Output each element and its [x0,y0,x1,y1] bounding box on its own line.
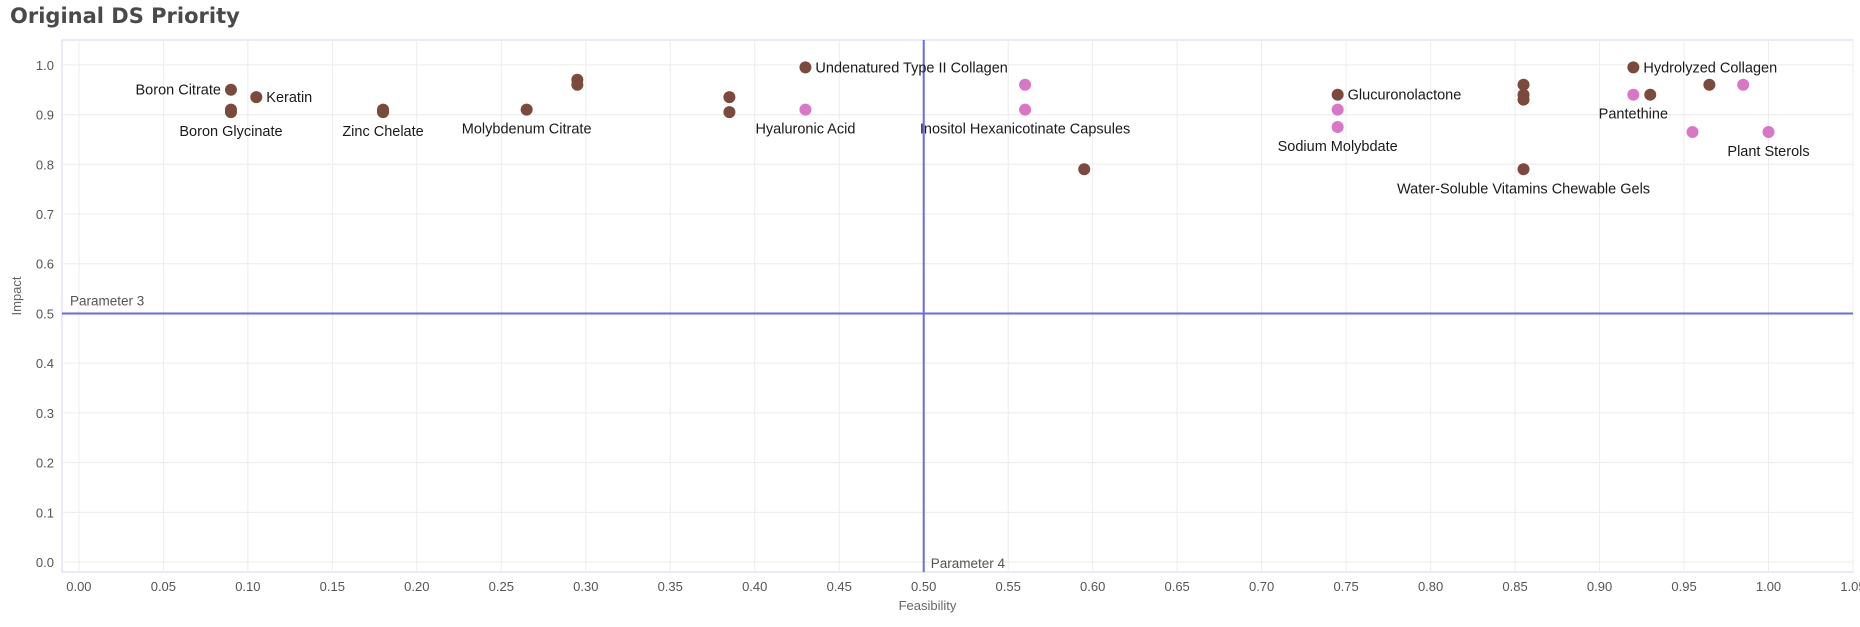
x-tick-label: 0.45 [827,579,852,594]
data-point-label: Inositol Hexanicotinate Capsules [920,122,1130,138]
x-tick-label: 0.00 [66,579,91,594]
data-point [571,78,584,91]
x-tick-label: 0.85 [1502,579,1527,594]
x-tick-label: 0.30 [573,579,598,594]
x-tick-label: 0.55 [996,579,1021,594]
data-point [224,83,237,96]
x-tick-label: 1.00 [1756,579,1781,594]
data-point [723,106,736,119]
reference-label-vertical: Parameter 4 [931,556,1006,571]
y-tick-label: 0.1 [36,505,54,520]
data-point [1686,125,1699,138]
data-point [723,91,736,104]
data-point [1627,88,1640,101]
x-tick-label: 0.50 [911,579,936,594]
y-tick-label: 0.2 [36,456,54,471]
data-point [250,91,263,104]
x-tick-label: 0.05 [151,579,176,594]
y-tick-label: 0.0 [36,555,54,570]
x-tick-label: 0.40 [742,579,767,594]
data-point-label: Boron Citrate [136,83,221,99]
data-point [1331,121,1344,134]
x-tick-label: 0.25 [489,579,514,594]
x-tick-label: 0.90 [1587,579,1612,594]
data-point-label: Hydrolyzed Collagen [1643,60,1777,76]
x-tick-label: 0.60 [1080,579,1105,594]
x-tick-label: 0.15 [320,579,345,594]
x-axis-title: Feasibility [899,598,957,613]
y-tick-label: 0.5 [36,306,54,321]
x-tick-label: 0.35 [658,579,683,594]
y-tick-label: 0.8 [36,157,54,172]
data-point-label: Molybdenum Citrate [462,122,592,138]
data-point [1627,61,1640,74]
data-point [1078,163,1091,176]
data-point [1019,78,1032,91]
data-point [1331,103,1344,116]
x-tick-label: 0.10 [235,579,260,594]
y-tick-label: 0.6 [36,257,54,272]
plot-frame [61,39,1854,573]
data-point [1517,78,1530,91]
data-point [1703,78,1716,91]
data-point [1331,88,1344,101]
x-tick-label: 0.20 [404,579,429,594]
y-axis-title: Impact [9,276,24,315]
data-point [224,103,237,116]
data-point [799,103,812,116]
x-tick-label: 0.80 [1418,579,1443,594]
x-tick-label: 0.65 [1164,579,1189,594]
data-point [520,103,533,116]
data-point-label: Zinc Chelate [342,124,423,140]
data-point-label: Hyaluronic Acid [755,122,855,138]
data-point [377,103,390,116]
data-point-label: Pantethine [1599,107,1668,123]
data-point-label: Water-Soluble Vitamins Chewable Gels [1397,181,1650,197]
x-tick-label: 0.70 [1249,579,1274,594]
y-tick-label: 0.4 [36,356,54,371]
data-point [1517,93,1530,106]
y-tick-label: 0.7 [36,207,54,222]
data-point-label: Glucuronolactone [1348,88,1462,104]
x-tick-label: 0.95 [1671,579,1696,594]
data-point [1737,78,1750,91]
data-point-label: Undenatured Type II Collagen [815,60,1007,76]
data-point [799,61,812,74]
y-tick-label: 1.0 [36,58,54,73]
reference-label-horizontal: Parameter 3 [70,293,144,308]
data-point-label: Sodium Molybdate [1278,139,1398,155]
data-point-label: Plant Sterols [1727,144,1809,160]
data-point [1517,163,1530,176]
data-point-label: Keratin [266,90,312,106]
y-tick-label: 0.3 [36,406,54,421]
data-point [1644,88,1657,101]
chart-title: Original DS Priority [10,4,240,28]
data-point [1762,125,1775,138]
x-tick-label: 1.05 [1840,579,1860,594]
data-point-label: Boron Glycinate [179,124,282,140]
x-tick-label: 0.75 [1333,579,1358,594]
y-tick-label: 0.9 [36,108,54,123]
data-point [1019,103,1032,116]
